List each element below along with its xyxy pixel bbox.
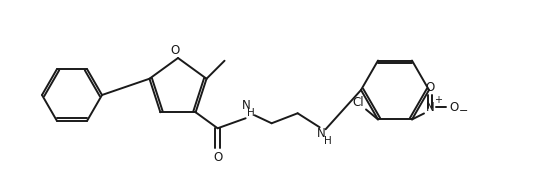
Text: H: H xyxy=(324,136,331,146)
Text: Cl: Cl xyxy=(352,96,364,109)
Text: O: O xyxy=(426,81,434,94)
Text: −: − xyxy=(459,106,469,116)
Text: O: O xyxy=(171,44,180,58)
Text: +: + xyxy=(434,95,442,105)
Text: N: N xyxy=(317,127,326,140)
Text: H: H xyxy=(247,108,255,118)
Text: O: O xyxy=(213,151,222,164)
Text: N: N xyxy=(243,99,251,112)
Text: O: O xyxy=(450,101,459,114)
Text: N: N xyxy=(426,101,434,114)
